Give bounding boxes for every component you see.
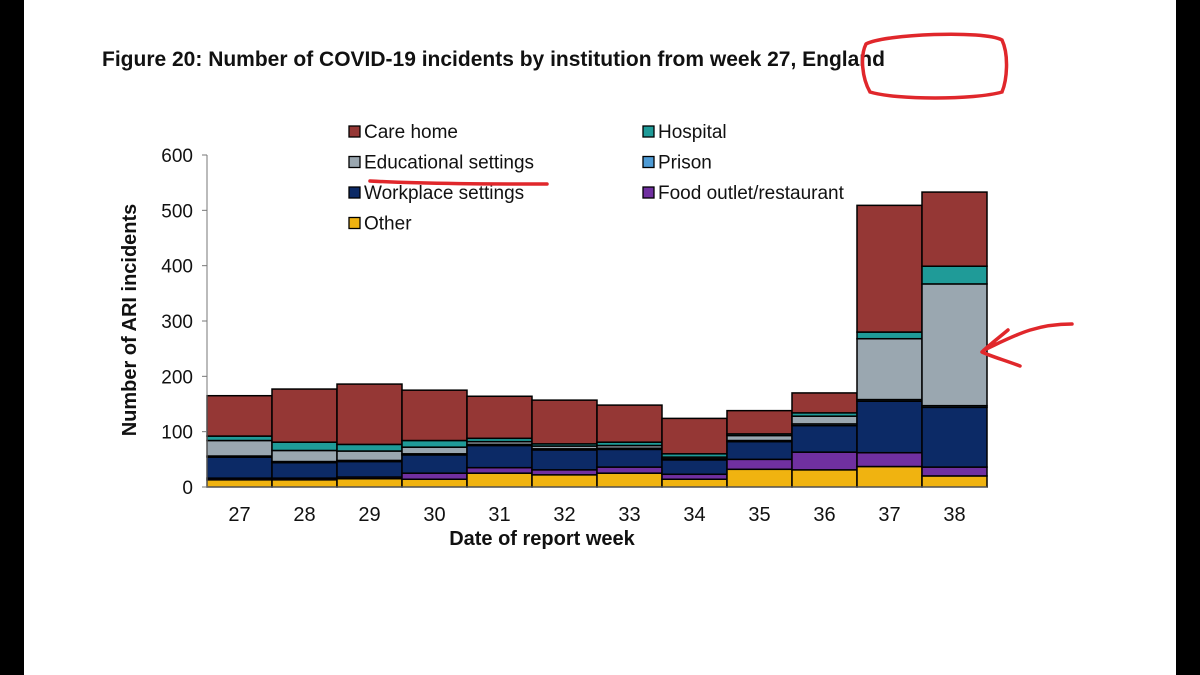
legend-label-hospital: Hospital xyxy=(658,122,727,143)
x-axis-label: Date of report week xyxy=(449,528,635,550)
y-tick-label: 0 xyxy=(182,478,193,499)
bar-segment-care-home xyxy=(661,417,728,455)
bar-segment-hospital xyxy=(401,439,468,448)
bar-segment-care-home xyxy=(856,204,923,333)
bar-segment-educational xyxy=(921,283,988,407)
x-tick-label: 37 xyxy=(878,504,900,526)
bar-segment-food xyxy=(856,451,923,468)
legend-swatch-other xyxy=(348,216,361,230)
y-tick-label: 100 xyxy=(161,423,193,444)
bar-segment-other xyxy=(401,478,468,488)
y-tick-label: 300 xyxy=(161,312,193,333)
bar-segment-other xyxy=(726,468,793,488)
bar-segment-hospital xyxy=(336,443,403,452)
bar-segment-other xyxy=(661,478,728,488)
bar-segment-workplace xyxy=(206,456,273,479)
x-tick-label: 34 xyxy=(683,504,705,526)
bar-segment-care-home xyxy=(921,191,988,267)
bar-segment-care-home xyxy=(726,409,793,435)
legend-label-workplace: Workplace settings xyxy=(364,183,524,204)
bar-segment-care-home xyxy=(596,404,663,443)
figure-page: Figure 20: Number of COVID-19 incidents … xyxy=(24,0,1176,675)
legend-swatch-workplace xyxy=(348,186,361,199)
bar-segment-care-home xyxy=(466,395,533,440)
bar-segment-food xyxy=(726,458,793,471)
x-tick-label: 32 xyxy=(553,504,575,526)
legend-label-other: Other xyxy=(364,214,412,235)
bar-segment-food xyxy=(596,466,663,474)
x-tick-label: 35 xyxy=(748,504,770,526)
bar-segment-educational xyxy=(856,337,923,401)
bar-segment-care-home xyxy=(206,394,273,437)
bar-segment-workplace xyxy=(531,449,598,471)
bar-segment-hospital xyxy=(271,441,338,452)
bar-segment-food xyxy=(401,472,468,481)
bar-segment-workplace xyxy=(336,460,403,478)
bar-segment-hospital xyxy=(921,265,988,285)
bar-segment-care-home xyxy=(531,399,598,445)
bar-segment-workplace xyxy=(856,400,923,454)
legend-swatch-prison xyxy=(642,155,655,169)
legend-swatch-care-home xyxy=(348,125,361,138)
bar-segment-educational xyxy=(401,446,468,455)
bar-segment-workplace xyxy=(726,440,793,461)
bar-segment-other xyxy=(466,472,533,488)
bar-segment-care-home xyxy=(791,392,858,414)
x-tick-label: 33 xyxy=(618,504,640,526)
x-tick-label: 36 xyxy=(813,504,835,526)
y-tick-label: 200 xyxy=(161,367,193,388)
bar-segment-workplace xyxy=(401,454,468,474)
y-tick-label: 400 xyxy=(161,257,193,278)
bar-segment-workplace xyxy=(596,448,663,468)
legend-label-care-home: Care home xyxy=(364,122,458,143)
x-tick-label: 28 xyxy=(293,504,315,526)
bar-segment-care-home xyxy=(271,388,338,443)
bar-segment-educational xyxy=(791,415,858,425)
bar-segment-workplace xyxy=(921,406,988,468)
legend-label-educational: Educational settings xyxy=(364,153,534,174)
bar-segment-food xyxy=(921,466,988,477)
x-tick-label: 29 xyxy=(358,504,380,526)
bar-segment-hospital xyxy=(856,331,923,340)
bar-segment-workplace xyxy=(791,424,858,453)
bar-segment-other xyxy=(921,475,988,488)
bar-segment-care-home xyxy=(401,389,468,442)
bar-segment-educational xyxy=(271,449,338,463)
legend-label-prison: Prison xyxy=(658,153,712,174)
legend-swatch-food xyxy=(642,186,655,199)
legend-swatch-educational xyxy=(348,155,361,169)
x-tick-label: 38 xyxy=(943,504,965,526)
bar-segment-other xyxy=(791,469,858,488)
bar-segment-educational xyxy=(206,439,273,457)
bar-segment-workplace xyxy=(661,459,728,476)
bar-segment-educational xyxy=(336,450,403,462)
bar-segment-workplace xyxy=(466,444,533,469)
bar-segment-other xyxy=(596,472,663,488)
x-tick-label: 27 xyxy=(228,504,250,526)
bar-segment-food xyxy=(791,451,858,471)
bar-segment-workplace xyxy=(271,461,338,479)
bar-segment-other xyxy=(531,474,598,488)
bar-segment-other xyxy=(856,465,923,488)
x-tick-label: 30 xyxy=(423,504,445,526)
legend-swatch-hospital xyxy=(642,125,655,138)
bar-segment-food xyxy=(466,466,533,474)
legend-label-food: Food outlet/restaurant xyxy=(658,183,845,204)
y-tick-label: 500 xyxy=(161,201,193,222)
y-axis-label: Number of ARI incidents xyxy=(119,204,141,437)
bar-segment-other xyxy=(271,479,338,488)
bar-segment-other xyxy=(206,479,273,488)
stacked-bar-chart: 0 100 200 300 400 500 600 27 28 29 30 31 32 33 34 35 36 3… xyxy=(119,122,988,550)
x-tick-label: 31 xyxy=(488,504,510,526)
figure-title: Figure 20: Number of COVID-19 incidents … xyxy=(102,48,885,71)
bar-segment-care-home xyxy=(336,383,403,446)
y-tick-label: 600 xyxy=(161,146,193,167)
bar-segment-other xyxy=(336,477,403,488)
